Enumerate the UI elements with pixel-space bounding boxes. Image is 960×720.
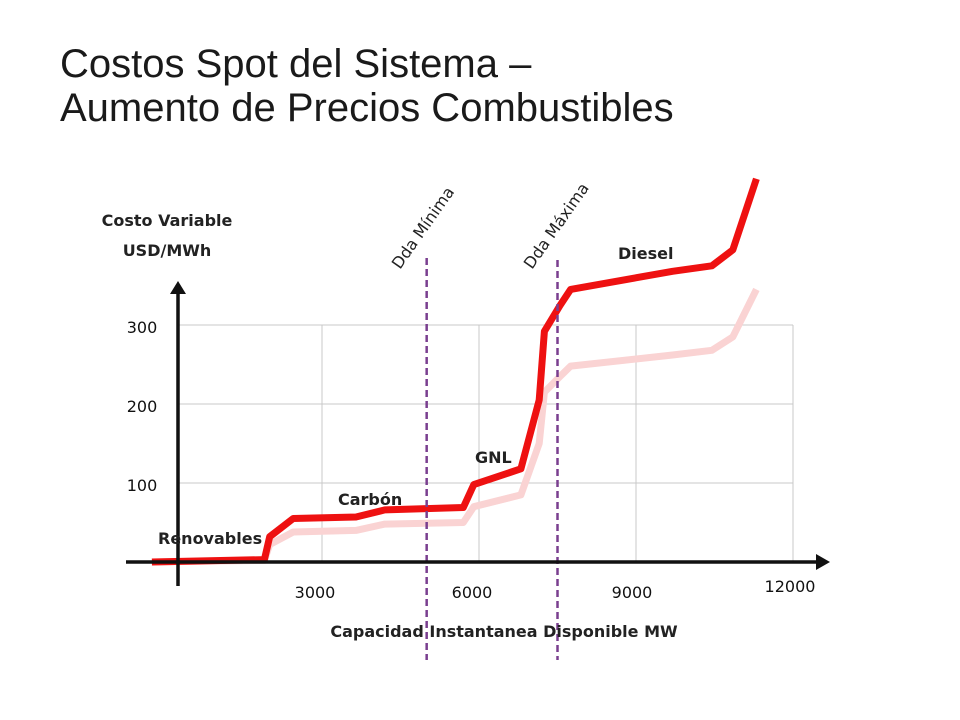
demand-min-label: Dda Mínima xyxy=(388,183,458,272)
labels-layer: Costo Variable USD/MWh Capacidad Instant… xyxy=(102,179,816,641)
x-tick-label: 12000 xyxy=(765,577,816,596)
x-axis-title: Capacidad Instantanea Disponible MW xyxy=(330,622,678,641)
y-tick-label: 200 xyxy=(127,397,158,416)
demand-max-label: Dda Máxima xyxy=(520,179,593,272)
region-label-renovables: Renovables xyxy=(158,529,262,548)
region-label-carbon: Carbón xyxy=(338,490,402,509)
y-tick-label: 100 xyxy=(127,476,158,495)
demand-lines xyxy=(425,258,559,660)
page-title: Costos Spot del Sistema – Aumento de Pre… xyxy=(60,42,674,130)
x-tick-label: 9000 xyxy=(612,583,653,602)
x-axis-arrow xyxy=(816,554,830,570)
region-label-diesel: Diesel xyxy=(618,244,673,263)
region-label-gnl: GNL xyxy=(475,448,512,467)
x-tick-label: 6000 xyxy=(452,583,493,602)
y-axis-title-line-1: Costo Variable xyxy=(102,211,233,230)
title-line-1: Costos Spot del Sistema – xyxy=(60,42,532,86)
x-tick-label: 3000 xyxy=(295,583,336,602)
grid xyxy=(178,324,794,562)
title-line-2: Aumento de Precios Combustibles xyxy=(60,86,674,130)
series-line-primary xyxy=(151,177,760,566)
axes xyxy=(126,281,830,586)
y-axis-arrow xyxy=(170,281,186,294)
y-axis-title-line-2: USD/MWh xyxy=(123,241,212,260)
series-layer xyxy=(151,177,760,566)
series-line-secondary xyxy=(151,287,760,566)
y-tick-label: 300 xyxy=(127,318,158,337)
